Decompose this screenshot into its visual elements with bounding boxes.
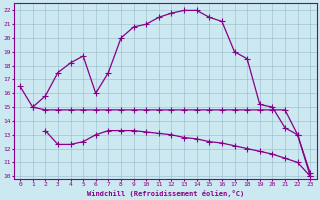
X-axis label: Windchill (Refroidissement éolien,°C): Windchill (Refroidissement éolien,°C): [86, 190, 244, 197]
